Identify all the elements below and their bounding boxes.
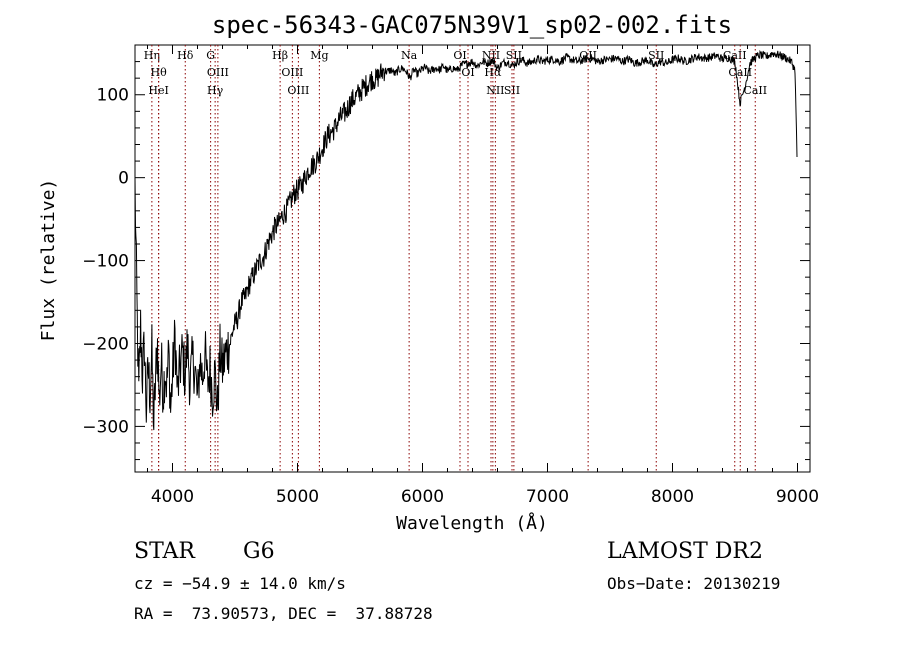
line-label: Hα xyxy=(484,66,502,79)
spectrum-series xyxy=(134,49,798,431)
chart-title: spec-56343-GAC075N39V1_sp02-002.fits xyxy=(212,11,732,39)
line-label: SII xyxy=(504,84,520,97)
line-label: CaII xyxy=(728,66,752,79)
line-label: Na xyxy=(401,49,418,62)
x-tick-label: 8000 xyxy=(651,487,694,507)
x-axis-ticks: 4000 5000 6000 7000 8000 9000 xyxy=(147,45,819,507)
line-label: G xyxy=(206,49,215,62)
line-label: Hδ xyxy=(177,49,194,62)
line-label: OI xyxy=(453,49,466,62)
y-tick-label: 100 xyxy=(97,86,129,106)
spectrum-line xyxy=(134,49,798,431)
line-label: Hθ xyxy=(151,66,168,79)
line-label: Hη xyxy=(144,49,160,62)
survey-name: LAMOST DR2 xyxy=(607,539,763,564)
line-label: NII xyxy=(486,84,504,97)
line-label: OIII xyxy=(287,84,309,97)
object-subclass: G6 xyxy=(243,539,275,564)
y-tick-label: 0 xyxy=(118,169,129,189)
spectrum-chart: spec-56343-GAC075N39V1_sp02-002.fits HηH… xyxy=(38,11,819,534)
y-tick-label: −200 xyxy=(82,334,129,354)
x-tick-label: 9000 xyxy=(776,487,819,507)
observation-date: Obs−Date: 20130219 xyxy=(607,574,781,593)
x-tick-label: 4000 xyxy=(151,487,194,507)
y-axis-ticks: −300 −200 −100 0 100 xyxy=(82,61,810,461)
plot-frame xyxy=(134,44,811,473)
line-markers: Hη Hθ HeI Hδ G OIII Hγ Hβ OIII OIII Mg Na OI OI NII Hα N… xyxy=(144,45,767,472)
y-axis-label: Flux (relative) xyxy=(38,179,59,342)
x-axis-label: Wavelength (Å) xyxy=(396,512,548,534)
y-tick-label: −300 xyxy=(82,417,129,437)
redshift-cz: cz = −54.9 ± 14.0 km/s xyxy=(134,574,346,593)
line-label: OIII xyxy=(281,66,303,79)
object-class: STAR xyxy=(134,539,195,564)
x-tick-label: 6000 xyxy=(401,487,444,507)
x-tick-label: 7000 xyxy=(526,487,569,507)
y-tick-label: −100 xyxy=(82,252,129,272)
x-tick-label: 5000 xyxy=(276,487,319,507)
line-label: OIII xyxy=(207,66,229,79)
line-label: NII xyxy=(482,49,500,62)
line-label: Hγ xyxy=(207,84,224,97)
line-label: OI xyxy=(461,66,474,79)
line-label: HeI xyxy=(148,84,168,97)
coordinates: RA = 73.90573, DEC = 37.88728 xyxy=(134,604,433,623)
line-label: Mg xyxy=(310,49,328,62)
line-label: Hβ xyxy=(272,49,288,62)
line-label: CaII xyxy=(743,84,767,97)
